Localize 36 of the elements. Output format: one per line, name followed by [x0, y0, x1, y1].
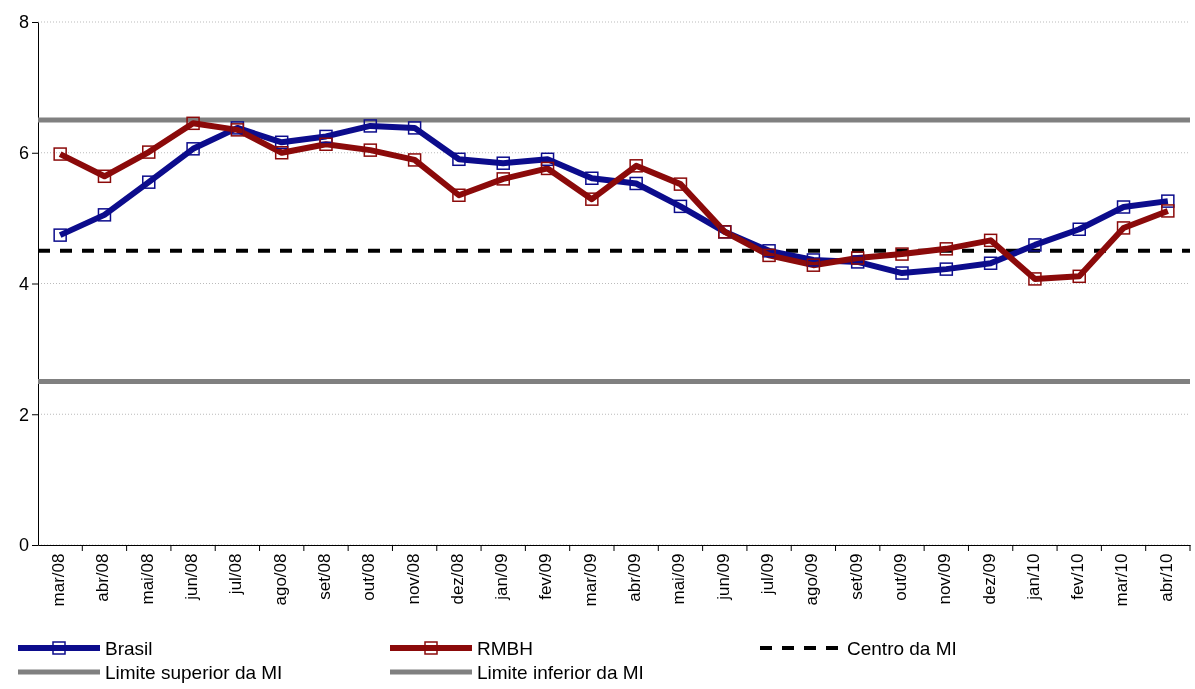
y-tick-label: 6 [18, 143, 29, 164]
x-tick-label: dez/08 [447, 553, 467, 605]
legend-label: Limite inferior da MI [477, 662, 644, 683]
x-tick-label: jun/09 [713, 553, 733, 601]
x-tick-label: set/09 [846, 553, 866, 600]
x-tick-label: abr/09 [625, 553, 645, 602]
x-tick-label: set/08 [314, 553, 334, 600]
x-tick-label: nov/08 [403, 553, 423, 605]
y-tick-label: 8 [18, 12, 29, 33]
x-tick-label: dez/09 [979, 553, 999, 605]
x-tick-label: jan/09 [492, 553, 512, 601]
y-tick-label: 0 [18, 535, 29, 556]
x-tick-label: jul/09 [757, 553, 777, 596]
x-tick-label: mar/09 [580, 553, 600, 607]
x-tick-label: fev/09 [536, 553, 556, 600]
x-tick-label: mar/08 [49, 553, 69, 607]
x-tick-label: out/08 [359, 553, 379, 601]
x-tick-label: ago/08 [270, 553, 290, 606]
x-tick-label: mai/09 [669, 553, 689, 605]
y-tick-label: 4 [18, 273, 29, 294]
x-tick-label: nov/09 [935, 553, 955, 605]
legend-label: Limite superior da MI [105, 662, 283, 683]
x-tick-label: ago/09 [802, 553, 822, 606]
x-tick-label: out/09 [890, 553, 910, 601]
x-tick-label: abr/10 [1156, 553, 1176, 602]
x-tick-label: jul/08 [226, 553, 246, 596]
x-tick-label: abr/08 [93, 553, 113, 602]
legend-label: Brasil [105, 638, 153, 659]
x-tick-label: jun/08 [181, 553, 201, 601]
y-tick-label: 2 [18, 404, 29, 425]
x-tick-label: fev/10 [1068, 553, 1088, 600]
x-tick-label: jan/10 [1023, 553, 1043, 601]
x-tick-label: mar/10 [1112, 553, 1132, 607]
x-tick-label: mai/08 [137, 553, 157, 605]
legend-label: Centro da MI [847, 638, 957, 659]
legend-label: RMBH [477, 638, 533, 659]
